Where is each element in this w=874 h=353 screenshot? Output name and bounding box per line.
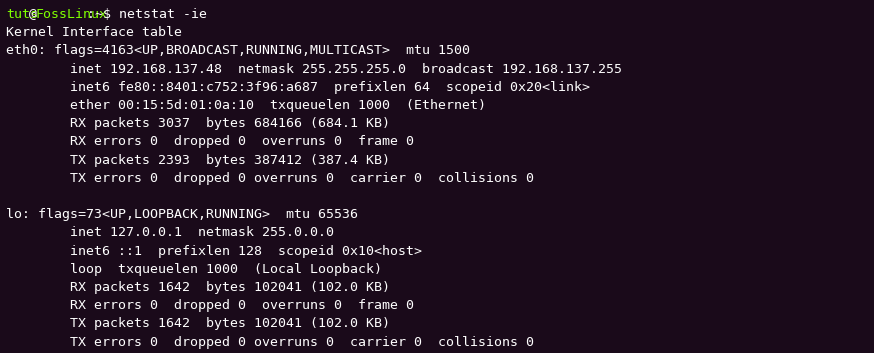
Text: inet6 fe80::8401:c752:3f96:a687  prefixlen 64  scopeid 0x20<link>: inet6 fe80::8401:c752:3f96:a687 prefixle… — [6, 81, 590, 94]
Text: RX errors 0  dropped 0  overruns 0  frame 0: RX errors 0 dropped 0 overruns 0 frame 0 — [6, 299, 414, 312]
Text: @: @ — [30, 8, 38, 21]
Text: TX errors 0  dropped 0 overruns 0  carrier 0  collisions 0: TX errors 0 dropped 0 overruns 0 carrier… — [6, 172, 534, 185]
Text: ether 00:15:5d:01:0a:10  txqueuelen 1000  (Ethernet): ether 00:15:5d:01:0a:10 txqueuelen 1000 … — [6, 99, 486, 112]
Text: RX packets 3037  bytes 684166 (684.1 KB): RX packets 3037 bytes 684166 (684.1 KB) — [6, 117, 390, 130]
Text: lo: flags=73<UP,LOOPBACK,RUNNING>  mtu 65536: lo: flags=73<UP,LOOPBACK,RUNNING> mtu 65… — [6, 208, 358, 221]
Text: FossLinux: FossLinux — [35, 8, 108, 21]
Text: TX errors 0  dropped 0 overruns 0  carrier 0  collisions 0: TX errors 0 dropped 0 overruns 0 carrier… — [6, 336, 534, 349]
Text: RX errors 0  dropped 0  overruns 0  frame 0: RX errors 0 dropped 0 overruns 0 frame 0 — [6, 136, 414, 148]
Text: loop  txqueuelen 1000  (Local Loopback): loop txqueuelen 1000 (Local Loopback) — [6, 263, 382, 276]
Text: TX packets 1642  bytes 102041 (102.0 KB): TX packets 1642 bytes 102041 (102.0 KB) — [6, 317, 390, 330]
Text: inet 192.168.137.48  netmask 255.255.255.0  broadcast 192.168.137.255: inet 192.168.137.48 netmask 255.255.255.… — [6, 62, 622, 76]
Text: inet 127.0.0.1  netmask 255.0.0.0: inet 127.0.0.1 netmask 255.0.0.0 — [6, 226, 334, 239]
Text: eth0: flags=4163<UP,BROADCAST,RUNNING,MULTICAST>  mtu 1500: eth0: flags=4163<UP,BROADCAST,RUNNING,MU… — [6, 44, 470, 58]
Text: tuts: tuts — [6, 8, 38, 21]
Text: TX packets 2393  bytes 387412 (387.4 KB): TX packets 2393 bytes 387412 (387.4 KB) — [6, 154, 390, 167]
Text: RX packets 1642  bytes 102041 (102.0 KB): RX packets 1642 bytes 102041 (102.0 KB) — [6, 281, 390, 294]
Text: :~$ netstat -ie: :~$ netstat -ie — [87, 8, 207, 21]
Text: inet6 ::1  prefixlen 128  scopeid 0x10<host>: inet6 ::1 prefixlen 128 scopeid 0x10<hos… — [6, 245, 422, 258]
Text: Kernel Interface table: Kernel Interface table — [6, 26, 182, 39]
